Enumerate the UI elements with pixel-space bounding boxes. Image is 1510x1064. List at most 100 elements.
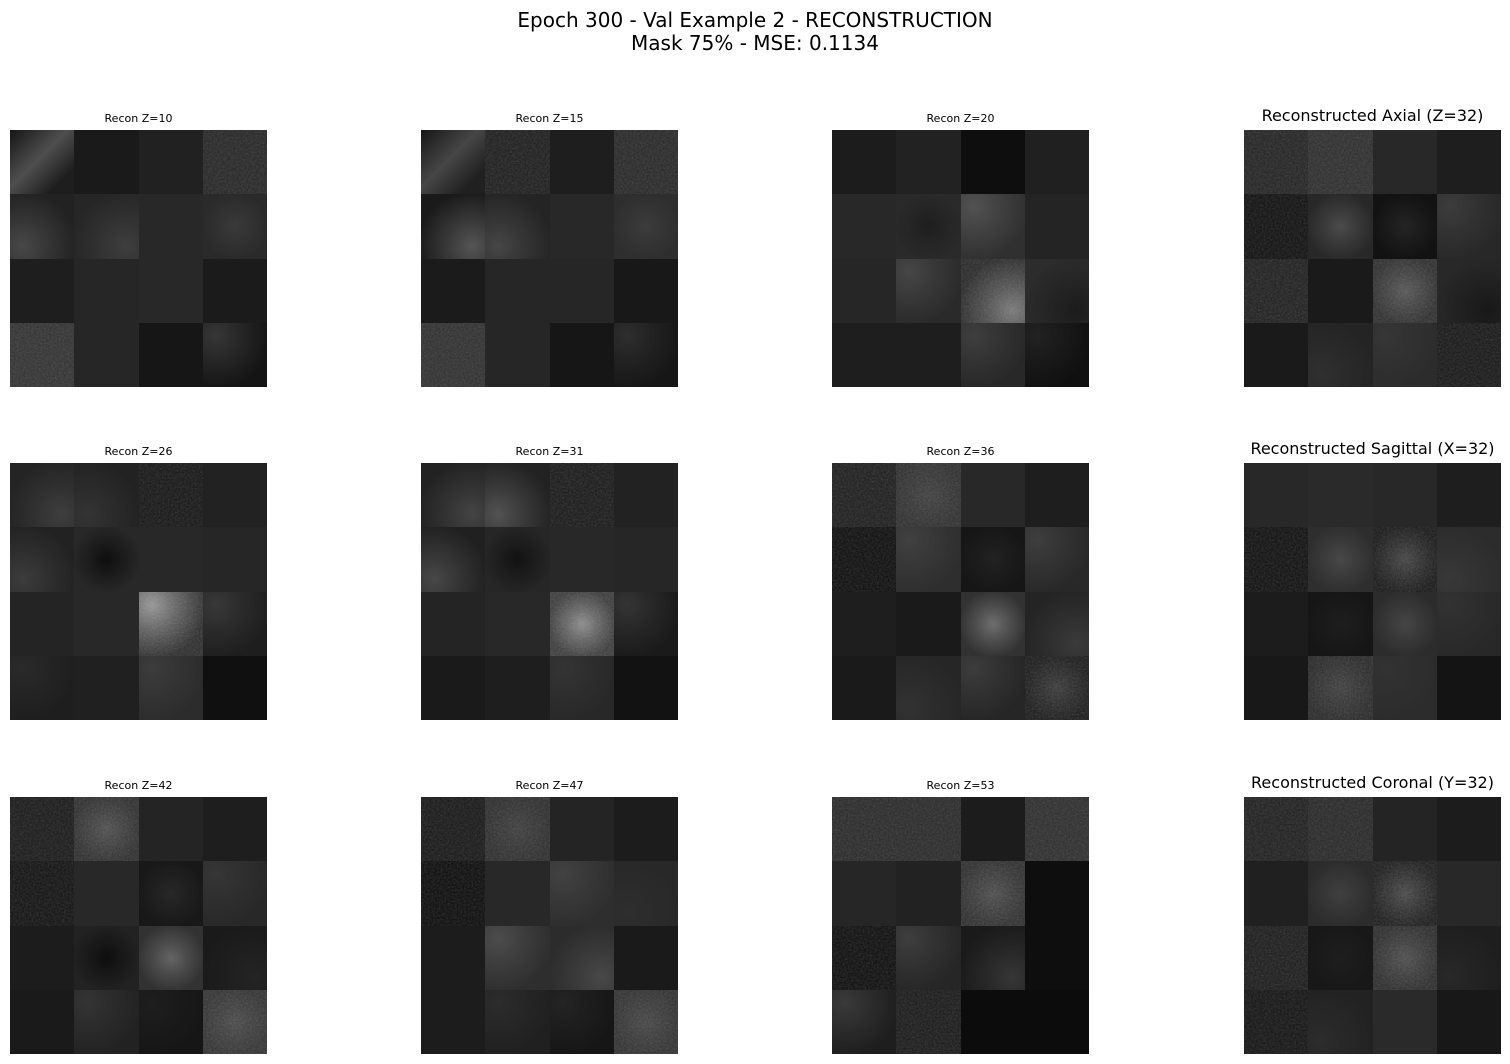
image-patch — [1308, 463, 1373, 528]
image-patch — [1436, 527, 1501, 592]
image-patch — [549, 130, 614, 195]
image-patch — [74, 258, 139, 323]
image-patch — [960, 861, 1025, 926]
image-patch — [896, 989, 961, 1054]
image-patch — [832, 322, 897, 387]
panel-title: Recon Z=53 — [926, 779, 995, 792]
panel-title: Recon Z=42 — [104, 779, 173, 792]
image-patch — [138, 194, 203, 259]
image-patch — [960, 591, 1025, 656]
image-patch — [960, 527, 1025, 592]
image-patch — [202, 655, 267, 720]
image-patch — [485, 194, 550, 259]
image-patch — [832, 258, 897, 323]
image-patch — [613, 797, 678, 862]
panel-title: Reconstructed Axial (Z=32) — [1261, 106, 1484, 125]
image-patch — [485, 989, 550, 1054]
image-patch — [549, 463, 614, 528]
image-patch — [421, 655, 486, 720]
panel-image-axial — [1244, 130, 1501, 387]
image-patch — [202, 527, 267, 592]
image-patch — [960, 463, 1025, 528]
image-patch — [1244, 925, 1309, 990]
image-patch — [10, 194, 75, 259]
image-patch — [1436, 989, 1501, 1054]
panel-title: Recon Z=36 — [926, 445, 995, 458]
image-patch — [10, 463, 75, 528]
image-patch — [421, 797, 486, 862]
image-patch — [74, 591, 139, 656]
image-patch — [896, 591, 961, 656]
panel-image-recon-z15 — [421, 130, 678, 387]
image-patch — [1436, 322, 1501, 387]
image-patch — [549, 591, 614, 656]
image-patch — [960, 655, 1025, 720]
image-patch — [421, 861, 486, 926]
image-patch — [485, 130, 550, 195]
image-patch — [896, 527, 961, 592]
image-patch — [1436, 194, 1501, 259]
image-patch — [10, 322, 75, 387]
image-patch — [613, 655, 678, 720]
image-patch — [202, 258, 267, 323]
image-patch — [1024, 797, 1089, 862]
panel-title: Recon Z=20 — [926, 112, 995, 125]
panel-image-recon-z42 — [10, 797, 267, 1054]
image-patch — [1024, 655, 1089, 720]
image-patch — [202, 591, 267, 656]
image-patch — [138, 861, 203, 926]
image-patch — [960, 797, 1025, 862]
image-patch — [1436, 463, 1501, 528]
image-patch — [74, 989, 139, 1054]
image-patch — [485, 591, 550, 656]
panel-title: Recon Z=47 — [515, 779, 584, 792]
image-patch — [421, 591, 486, 656]
image-patch — [832, 130, 897, 195]
image-patch — [138, 591, 203, 656]
image-patch — [10, 861, 75, 926]
image-patch — [74, 861, 139, 926]
image-patch — [421, 989, 486, 1054]
image-patch — [1308, 591, 1373, 656]
image-patch — [10, 655, 75, 720]
image-patch — [74, 130, 139, 195]
image-patch — [1372, 591, 1437, 656]
panel-title: Recon Z=31 — [515, 445, 584, 458]
image-patch — [549, 861, 614, 926]
image-patch — [421, 463, 486, 528]
image-patch — [832, 861, 897, 926]
image-patch — [896, 655, 961, 720]
image-patch — [1244, 527, 1309, 592]
image-patch — [1024, 591, 1089, 656]
image-patch — [138, 130, 203, 195]
panel-image-recon-z26 — [10, 463, 267, 720]
image-patch — [421, 527, 486, 592]
image-patch — [613, 591, 678, 656]
image-patch — [202, 861, 267, 926]
image-patch — [1024, 463, 1089, 528]
panel-title: Recon Z=10 — [104, 112, 173, 125]
image-patch — [10, 989, 75, 1054]
image-patch — [202, 194, 267, 259]
image-patch — [960, 989, 1025, 1054]
image-patch — [549, 655, 614, 720]
image-patch — [1372, 322, 1437, 387]
image-patch — [549, 797, 614, 862]
image-patch — [613, 130, 678, 195]
image-patch — [138, 527, 203, 592]
image-patch — [832, 797, 897, 862]
image-patch — [832, 463, 897, 528]
image-patch — [1308, 861, 1373, 926]
image-patch — [832, 194, 897, 259]
image-patch — [138, 258, 203, 323]
image-patch — [1436, 925, 1501, 990]
image-patch — [613, 258, 678, 323]
image-patch — [1372, 797, 1437, 862]
image-patch — [1244, 989, 1309, 1054]
image-patch — [485, 655, 550, 720]
image-patch — [74, 322, 139, 387]
image-patch — [832, 591, 897, 656]
image-patch — [896, 130, 961, 195]
image-patch — [10, 925, 75, 990]
image-patch — [613, 925, 678, 990]
